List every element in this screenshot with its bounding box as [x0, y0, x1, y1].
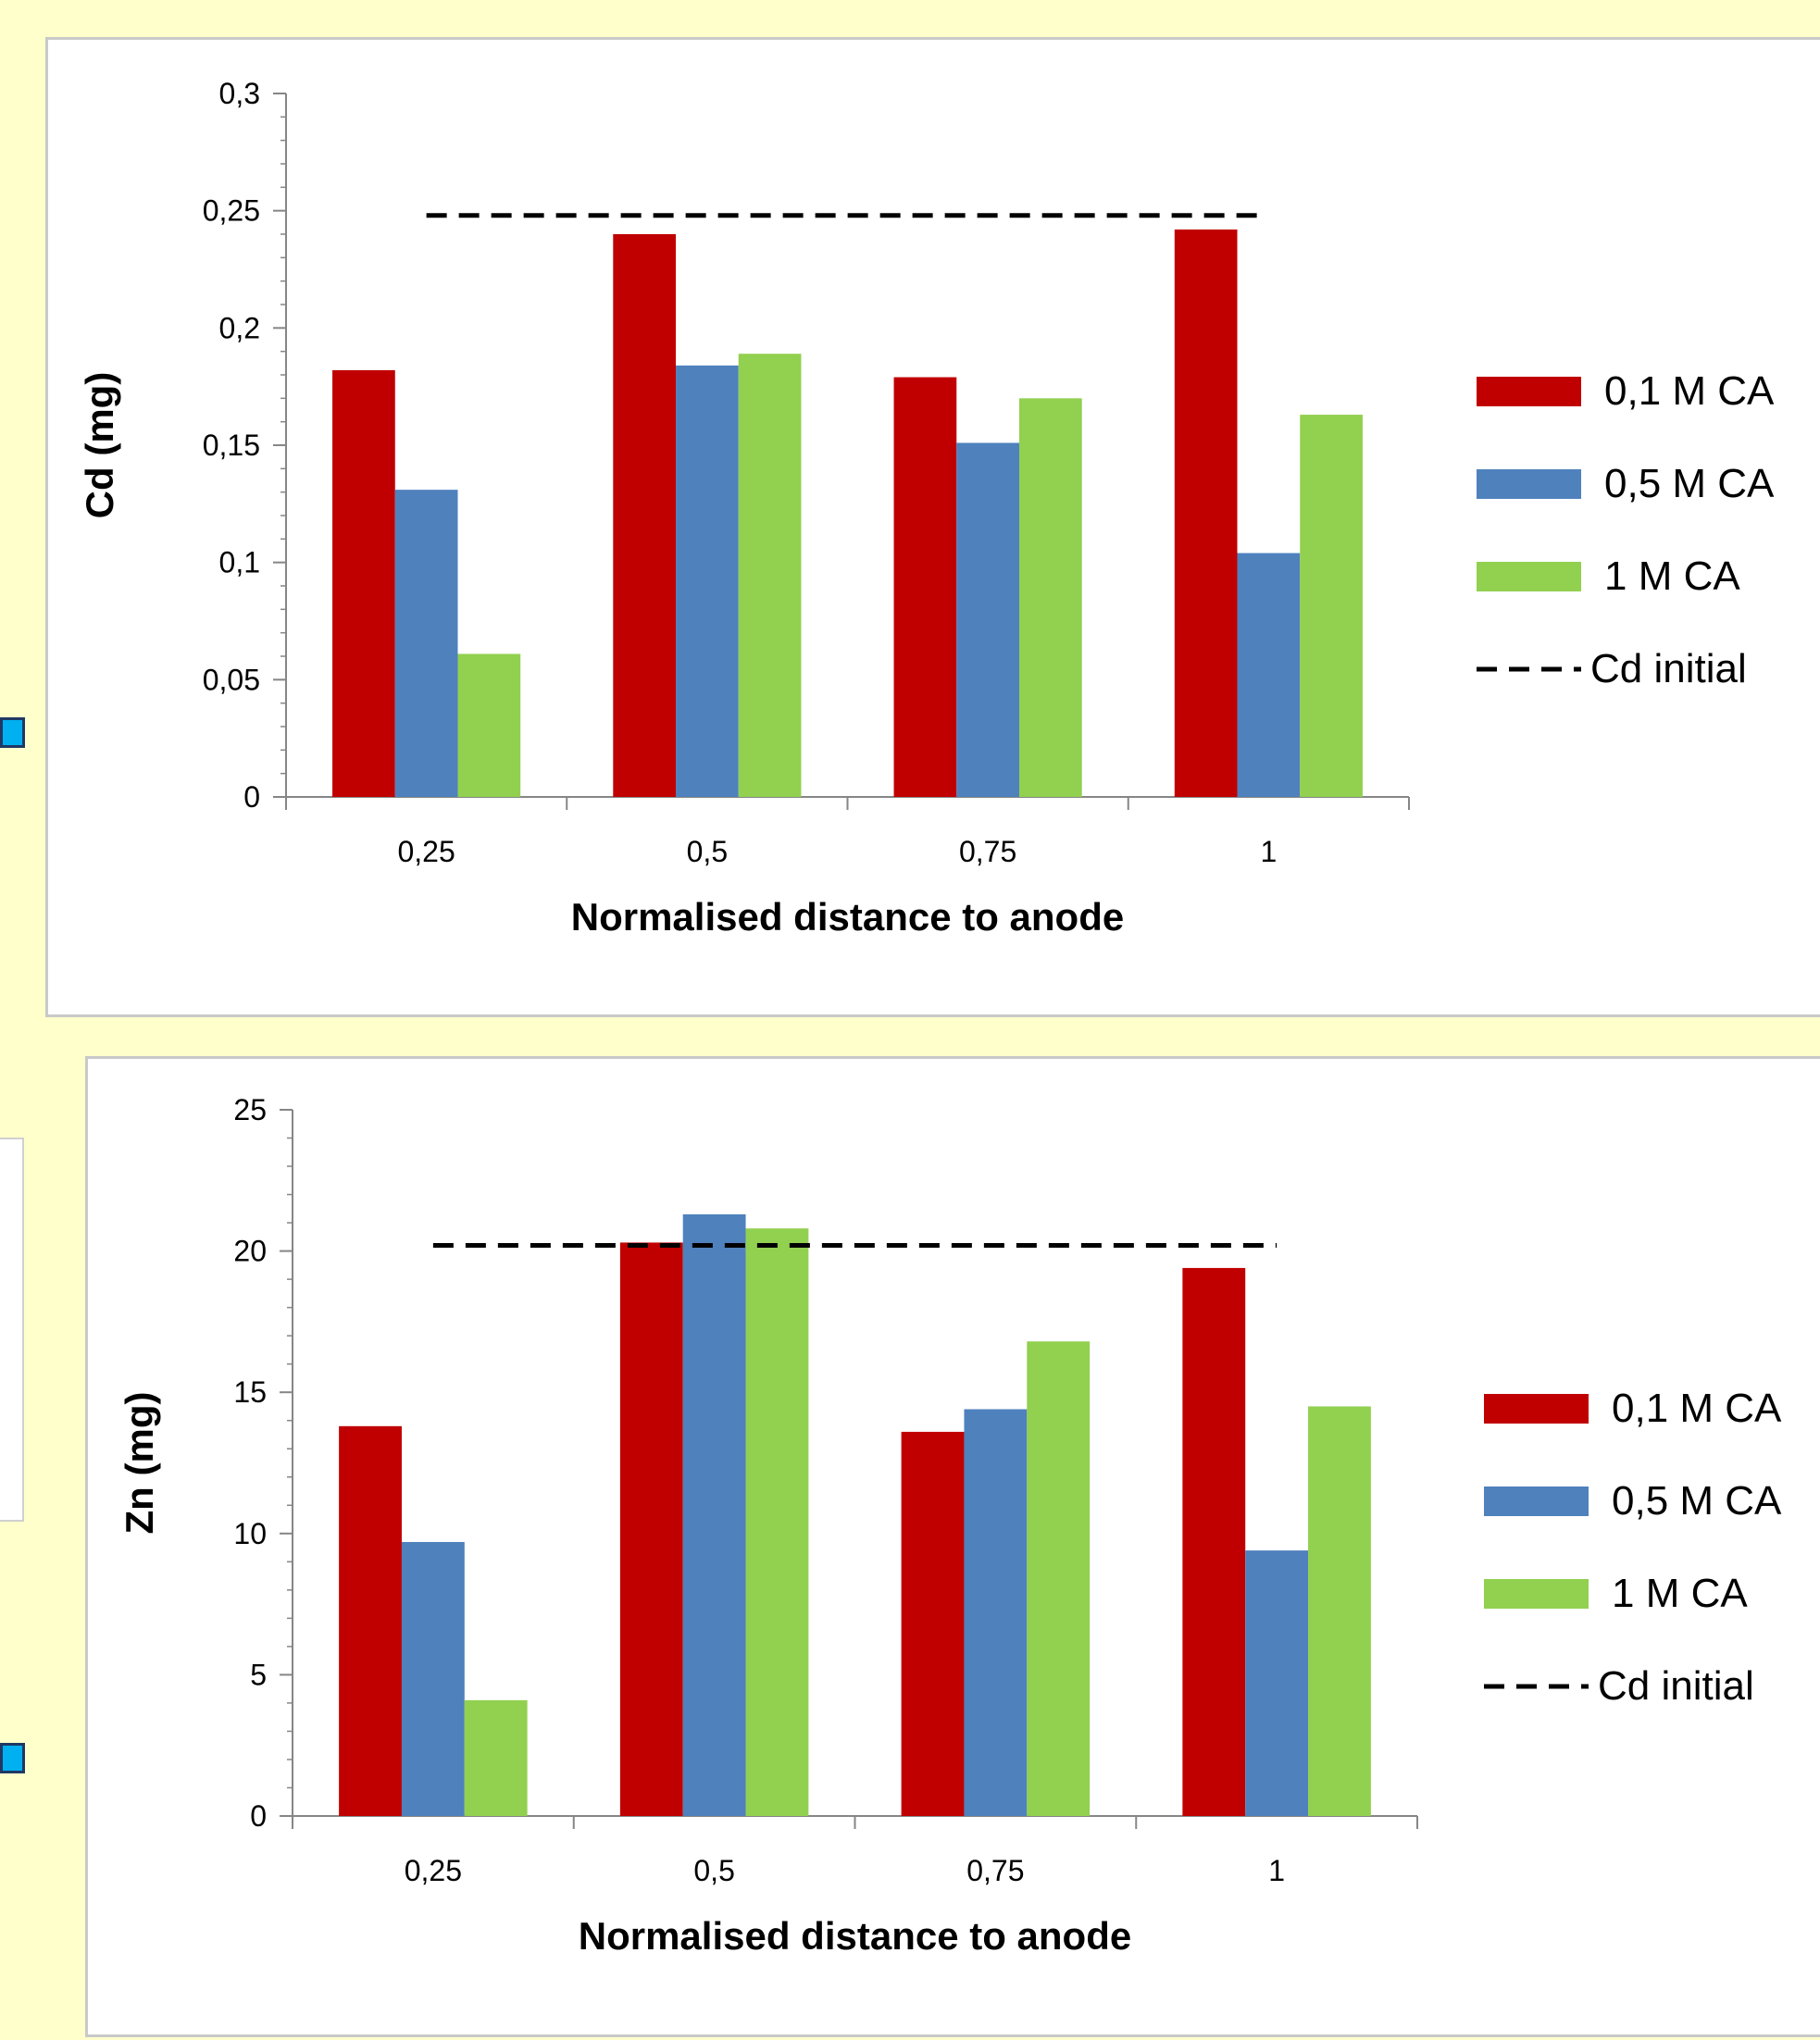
- y-tick-label: 0,05: [203, 663, 260, 696]
- bar-3: [464, 1699, 528, 1816]
- bar-1: [1182, 1267, 1246, 1816]
- bar-3: [457, 653, 521, 797]
- bar-3: [745, 1228, 809, 1816]
- legend-label-1: 0,1 M CA: [1604, 368, 1775, 414]
- y-tick-label: 0,2: [219, 311, 260, 344]
- y-tick-label: 10: [233, 1517, 267, 1550]
- bar-2: [394, 490, 458, 797]
- y-tick-label: 5: [250, 1658, 267, 1691]
- bar-1: [893, 377, 957, 797]
- legend-swatch-1: [1484, 1394, 1589, 1424]
- legend-swatch-3: [1477, 562, 1581, 591]
- y-tick-label: 20: [233, 1235, 267, 1268]
- legend-reference-label: Cd initial: [1598, 1663, 1754, 1709]
- y-tick-label: 0,25: [203, 194, 260, 228]
- bar-1: [901, 1431, 965, 1816]
- bar-1: [332, 369, 395, 797]
- side-square-marker: [0, 1743, 25, 1773]
- side-square-marker: [0, 717, 25, 748]
- y-tick-label: 0: [250, 1799, 267, 1833]
- legend-swatch-1: [1477, 377, 1581, 406]
- y-tick-label: 0,15: [203, 429, 260, 462]
- bar-2: [1237, 553, 1301, 797]
- x-axis-title: Normalised distance to anode: [579, 1914, 1131, 1958]
- legend-swatch-2: [1484, 1486, 1589, 1516]
- bar-1: [339, 1425, 402, 1816]
- legend-label-1: 0,1 M CA: [1612, 1386, 1782, 1431]
- bar-2: [682, 1213, 746, 1816]
- zn-bar-chart: 0 5 10 15 20 25 0,25 0,5 0,75 1 Normalised distanc…: [118, 1093, 1782, 1958]
- x-tick-label: 0,75: [959, 835, 1016, 868]
- legend-label-3: 1 M CA: [1604, 554, 1740, 599]
- legend-label-2: 0,5 M CA: [1604, 461, 1775, 506]
- bar-3: [1018, 398, 1082, 797]
- y-tick-label: 15: [233, 1375, 267, 1409]
- x-tick-label: 0,25: [397, 835, 455, 868]
- bar-2: [964, 1409, 1028, 1816]
- bar-3: [1027, 1341, 1091, 1816]
- legend-swatch-2: [1477, 469, 1581, 499]
- x-tick-label: 0,75: [966, 1854, 1024, 1887]
- y-tick-label: 0,3: [219, 77, 260, 110]
- bar-2: [401, 1541, 465, 1816]
- bar-2: [676, 365, 739, 797]
- legend-label-3: 1 M CA: [1612, 1571, 1748, 1616]
- y-tick-label: 25: [233, 1093, 267, 1126]
- bar-1: [619, 1242, 683, 1816]
- legend-reference-label: Cd initial: [1590, 646, 1747, 691]
- zn-chart-panel: 0 5 10 15 20 25 0,25 0,5 0,75 1 Normalised distanc…: [85, 1056, 1820, 2037]
- y-tick-label: 0,1: [219, 546, 260, 579]
- bar-3: [1308, 1406, 1371, 1816]
- y-axis-title: Zn (mg): [118, 1392, 161, 1535]
- cd-bar-chart: 0 0,05 0,1 0,15 0,2 0,25 0,3 0,25 0,5 0,75 1 Normal…: [78, 77, 1775, 939]
- x-tick-label: 1: [1260, 835, 1277, 868]
- bar-3: [1300, 415, 1363, 797]
- bar-3: [738, 354, 802, 797]
- x-tick-label: 0,25: [405, 1854, 462, 1887]
- x-tick-label: 1: [1268, 1854, 1285, 1887]
- bar-2: [1245, 1550, 1309, 1816]
- bar-1: [613, 234, 677, 797]
- side-panel-fragment: [0, 1138, 24, 1522]
- y-tick-label: 0: [243, 780, 260, 814]
- y-axis-title: Cd (mg): [78, 372, 121, 519]
- bar-2: [956, 442, 1019, 797]
- cd-chart-panel: 0 0,05 0,1 0,15 0,2 0,25 0,3 0,25 0,5 0,75 1 Normal…: [45, 37, 1820, 1017]
- x-axis-title: Normalised distance to anode: [571, 895, 1124, 939]
- x-tick-label: 0,5: [687, 835, 728, 868]
- legend-swatch-3: [1484, 1579, 1589, 1609]
- x-tick-label: 0,5: [693, 1854, 734, 1887]
- legend-label-2: 0,5 M CA: [1612, 1478, 1782, 1524]
- bar-1: [1174, 229, 1238, 797]
